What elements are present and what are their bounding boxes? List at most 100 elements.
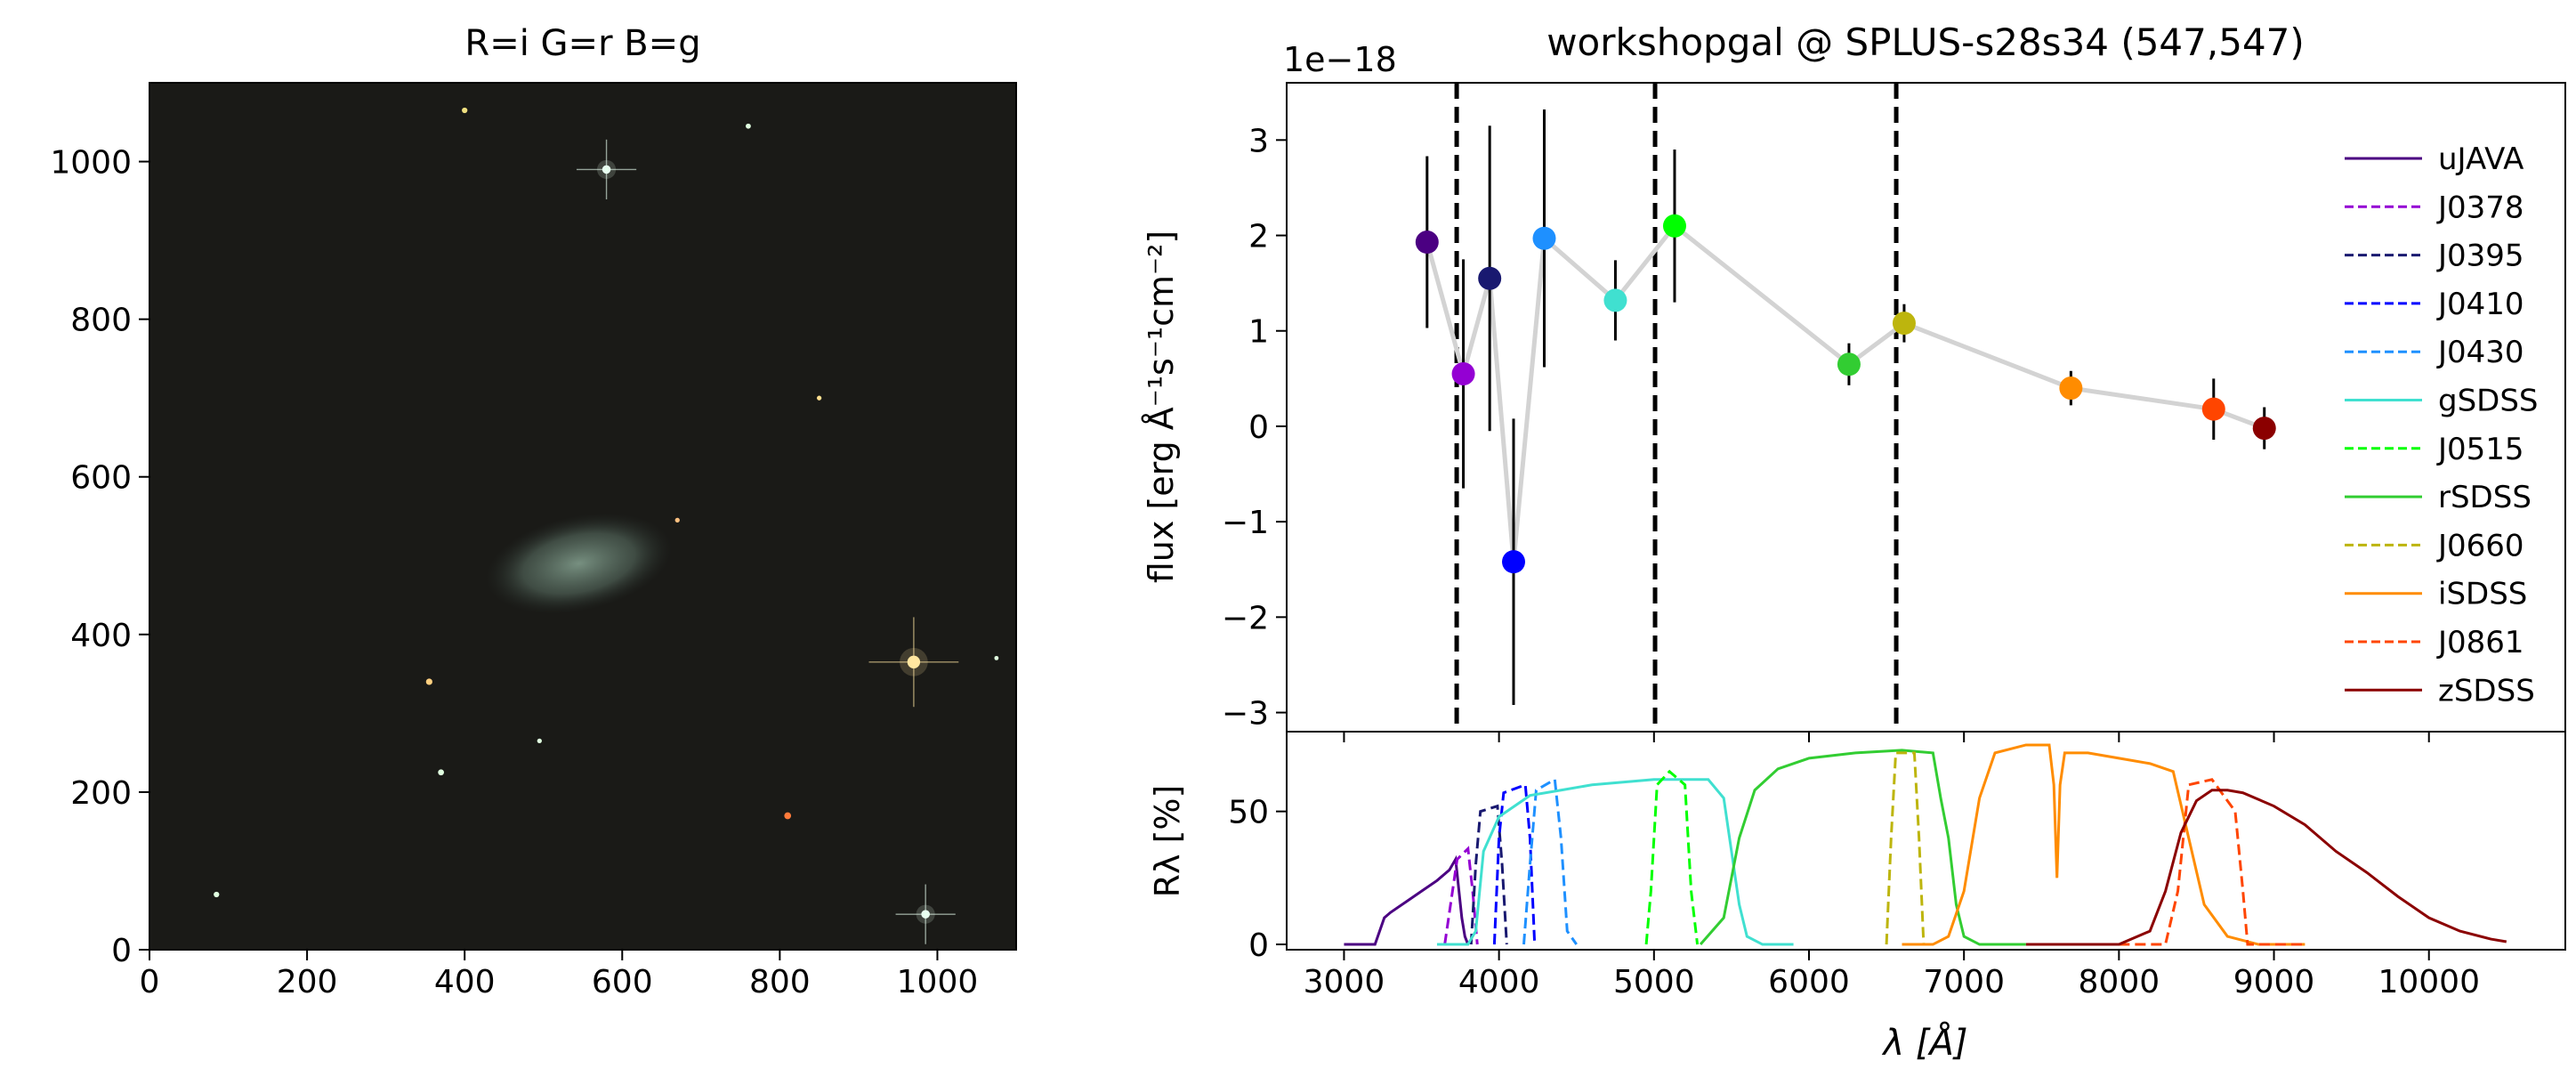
filter-curve-gsdss bbox=[1436, 778, 1794, 946]
sed-y-tick-label: −2 bbox=[1222, 600, 1269, 636]
star bbox=[895, 884, 956, 944]
point-j0861 bbox=[2201, 397, 2225, 421]
sed-y-tick-label: 3 bbox=[1248, 123, 1269, 159]
sed-y-ticks: 3 2 1 0 −1 −2 −3 bbox=[1222, 123, 1287, 733]
image-y-tick-label: 600 bbox=[70, 460, 132, 497]
star bbox=[438, 769, 444, 776]
emission-line-markers bbox=[1454, 83, 1899, 732]
point-isdss bbox=[2059, 377, 2083, 401]
sed-y-tick-label: 0 bbox=[1248, 409, 1269, 446]
legend-label: iSDSS bbox=[2438, 577, 2527, 612]
sed-connecting-line bbox=[1425, 223, 2265, 563]
filter-curve-j0395 bbox=[1469, 804, 1508, 945]
legend-item-ujava: uJAVA bbox=[2345, 142, 2524, 177]
image-x-tick-label: 0 bbox=[140, 964, 160, 1000]
legend-item-j0861: J0861 bbox=[2345, 625, 2524, 660]
star bbox=[994, 655, 999, 660]
filter-x-tick-label: 7000 bbox=[1923, 964, 2005, 1000]
point-ujava bbox=[1415, 231, 1439, 255]
image-x-tick-label: 200 bbox=[277, 964, 338, 1000]
star bbox=[462, 107, 468, 114]
image-x-tick-label: 800 bbox=[749, 964, 811, 1000]
legend: uJAVA J0378 J0395 J0410 J0430 gSDSS J0515 rSDSS… bbox=[2345, 142, 2539, 708]
sed-offset-text: 1e−18 bbox=[1283, 40, 1397, 79]
image-title: R=i G=r B=g bbox=[464, 23, 700, 64]
legend-label: J0660 bbox=[2436, 528, 2524, 563]
legend-item-rsdss: rSDSS bbox=[2345, 480, 2532, 515]
legend-label: uJAVA bbox=[2438, 142, 2524, 177]
star bbox=[674, 517, 680, 523]
sed-y-tick-label: −3 bbox=[1222, 696, 1269, 733]
legend-label: J0395 bbox=[2436, 239, 2524, 274]
filter-y-ticks: 0 50 bbox=[1228, 795, 1287, 964]
star bbox=[816, 395, 822, 401]
image-frame bbox=[149, 82, 1017, 951]
point-j0430 bbox=[1532, 226, 1556, 250]
sed-y-tick-label: 1 bbox=[1248, 314, 1269, 351]
image-y-tick-label: 200 bbox=[70, 775, 132, 812]
image-y-tick-label: 400 bbox=[70, 618, 132, 654]
legend-item-j0395: J0395 bbox=[2345, 239, 2524, 274]
filter-curve-isdss bbox=[1902, 743, 2305, 946]
filter-x-tick-label: 3000 bbox=[1304, 964, 1385, 1000]
filter-x-axis-label: λ [Å] bbox=[1882, 1021, 1968, 1064]
legend-item-j0410: J0410 bbox=[2345, 287, 2524, 322]
legend-item-j0515: J0515 bbox=[2345, 432, 2524, 467]
legend-label: zSDSS bbox=[2438, 673, 2535, 708]
point-j0410 bbox=[1502, 550, 1526, 574]
filter-curve-j0378 bbox=[1443, 846, 1479, 945]
legend-item-j0430: J0430 bbox=[2345, 335, 2524, 370]
filter-curve-j0430 bbox=[1522, 777, 1578, 945]
sed-y-tick-label: −1 bbox=[1222, 505, 1269, 541]
legend-item-j0660: J0660 bbox=[2345, 528, 2524, 563]
legend-label: J0430 bbox=[2436, 335, 2524, 370]
sed-y-axis-label: flux [erg Å⁻¹s⁻¹cm⁻²] bbox=[1142, 231, 1181, 583]
legend-label: J0378 bbox=[2436, 190, 2524, 225]
filter-x-tick-label: 4000 bbox=[1458, 964, 1540, 1000]
legend-item-zsdss: zSDSS bbox=[2345, 673, 2535, 708]
star bbox=[784, 812, 792, 820]
filter-x-tick-label: 6000 bbox=[1768, 964, 1850, 1000]
star bbox=[576, 139, 637, 199]
star bbox=[746, 123, 751, 129]
legend-item-isdss: iSDSS bbox=[2345, 577, 2527, 612]
sed-points bbox=[1415, 214, 2276, 574]
image-x-tick-label: 600 bbox=[592, 964, 653, 1000]
legend-label: J0515 bbox=[2436, 432, 2524, 467]
filter-y-tick-label: 50 bbox=[1228, 795, 1269, 831]
filter-curve-zsdss bbox=[2025, 789, 2507, 946]
star bbox=[868, 617, 959, 708]
sed-title: workshopgal @ SPLUS-s28s34 (547,547) bbox=[1546, 20, 2305, 64]
filter-panel: 3000 4000 5000 6000 7000 8000 9000 10000 0 50 λ … bbox=[1148, 731, 2566, 1064]
star bbox=[214, 891, 220, 898]
legend-label: J0861 bbox=[2436, 625, 2524, 660]
star bbox=[537, 738, 542, 743]
sed-y-tick-label: 2 bbox=[1248, 219, 1269, 255]
point-zsdss bbox=[2252, 417, 2276, 441]
point-rsdss bbox=[1837, 352, 1861, 377]
filter-x-tick-label: 9000 bbox=[2233, 964, 2315, 1000]
image-y-tick-label: 800 bbox=[70, 303, 132, 339]
filter-curve-rsdss bbox=[1699, 749, 2026, 946]
image-x-tick-label: 400 bbox=[434, 964, 496, 1000]
star bbox=[425, 678, 432, 685]
sed-x-ticks bbox=[1343, 732, 2430, 742]
image-x-tick-label: 1000 bbox=[897, 964, 979, 1000]
legend-item-gsdss: gSDSS bbox=[2345, 384, 2539, 419]
filter-curve-j0410 bbox=[1492, 782, 1537, 945]
image-y-tick-label: 0 bbox=[111, 933, 132, 969]
point-gsdss bbox=[1603, 288, 1627, 312]
filter-x-ticks: 3000 4000 5000 6000 7000 8000 9000 10000 bbox=[1304, 950, 2480, 1000]
point-j0395 bbox=[1478, 266, 1502, 290]
sed-line bbox=[1425, 223, 2265, 563]
point-j0378 bbox=[1451, 361, 1475, 385]
filter-curve-j0660 bbox=[1885, 751, 1926, 945]
filter-curves bbox=[1344, 743, 2507, 946]
point-j0515 bbox=[1662, 214, 1686, 238]
point-j0660 bbox=[1892, 312, 1916, 336]
legend-label: gSDSS bbox=[2438, 384, 2539, 419]
legend-label: J0410 bbox=[2436, 287, 2524, 322]
image-y-tick-label: 1000 bbox=[50, 145, 132, 182]
filter-curve-ujava bbox=[1344, 854, 1470, 946]
